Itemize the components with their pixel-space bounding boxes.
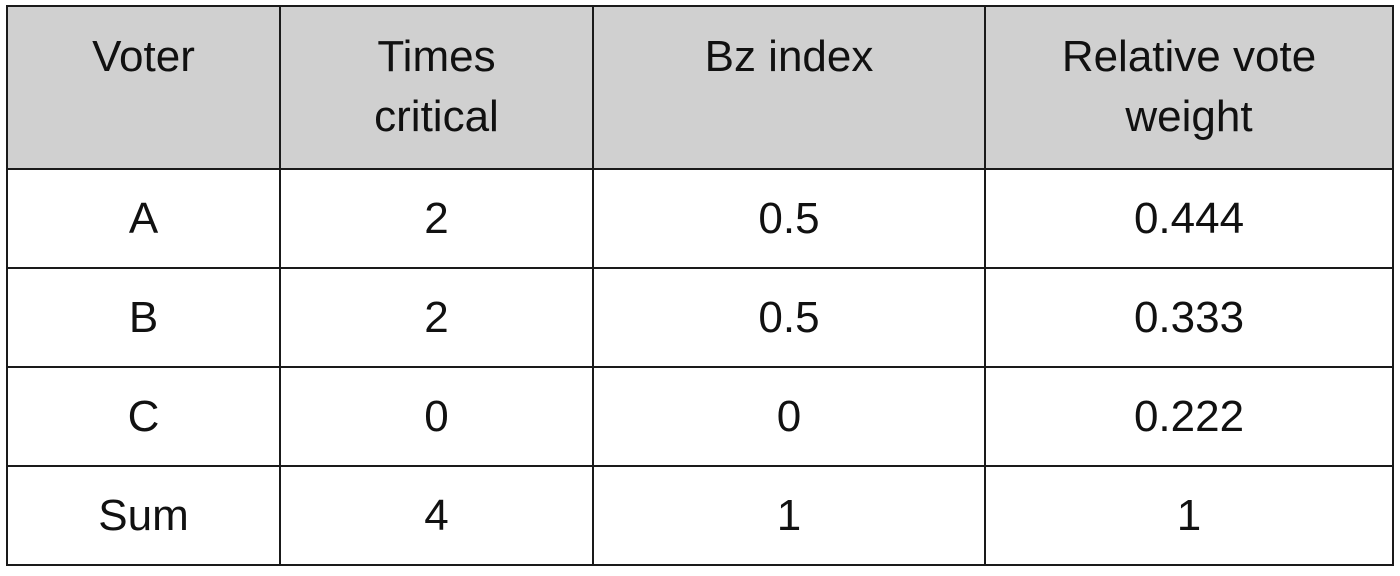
header-bz-index: Bz index <box>592 5 986 170</box>
header-times-critical: Times critical <box>279 5 594 170</box>
cell-relative-vote-weight: 0.444 <box>984 168 1394 269</box>
table-row-b: B 2 0.5 0.333 <box>6 267 1394 368</box>
header-row: Voter Times critical Bz index Relative v… <box>6 5 1394 170</box>
cell-relative-vote-weight: 0.222 <box>984 366 1394 467</box>
header-relative-vote-weight-line-1: Relative vote <box>1061 32 1317 81</box>
cell-times-critical: 4 <box>279 465 594 566</box>
cell-bz-index: 0.5 <box>592 267 986 368</box>
cell-voter: A <box>6 168 281 269</box>
cell-voter: Sum <box>6 465 281 566</box>
cell-bz-index: 0 <box>592 366 986 467</box>
header-bz-index-line-1: Bz index <box>704 32 874 81</box>
cell-relative-vote-weight: 1 <box>984 465 1394 566</box>
cell-bz-index: 1 <box>592 465 986 566</box>
cell-times-critical: 2 <box>279 267 594 368</box>
header-relative-vote-weight-line-2: weight <box>1125 92 1253 141</box>
cell-voter: B <box>6 267 281 368</box>
header-relative-vote-weight: Relative vote weight <box>984 5 1394 170</box>
header-times-critical-line-2: critical <box>374 92 499 141</box>
cell-voter: C <box>6 366 281 467</box>
table-row-a: A 2 0.5 0.444 <box>6 168 1394 269</box>
cell-times-critical: 2 <box>279 168 594 269</box>
cell-relative-vote-weight: 0.333 <box>984 267 1394 368</box>
cell-bz-index: 0.5 <box>592 168 986 269</box>
voting-power-table: Voter Times critical Bz index Relative v… <box>6 5 1394 566</box>
voting-power-table-container: Voter Times critical Bz index Relative v… <box>6 5 1394 566</box>
header-voter: Voter <box>6 5 281 170</box>
header-times-critical-line-1: Times <box>377 32 496 81</box>
cell-times-critical: 0 <box>279 366 594 467</box>
header-voter-line-1: Voter <box>92 32 195 81</box>
table-row-sum: Sum 4 1 1 <box>6 465 1394 566</box>
table-row-c: C 0 0 0.222 <box>6 366 1394 467</box>
